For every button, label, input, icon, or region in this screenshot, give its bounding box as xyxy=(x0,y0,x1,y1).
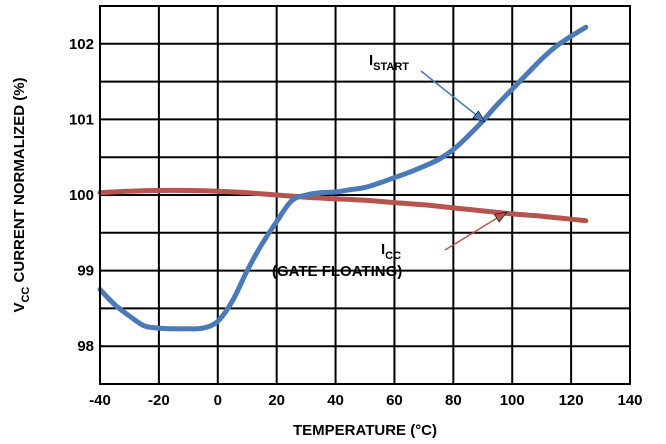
y-axis-title-sub: CC xyxy=(20,287,32,303)
series-line-icc xyxy=(97,187,589,224)
y-tick-label: 102 xyxy=(69,36,94,53)
x-tick-labels: -40 -20 0 20 40 60 80 100 120 140 xyxy=(89,392,642,409)
y-tick-label: 99 xyxy=(77,263,94,280)
series-layer xyxy=(97,24,589,332)
x-tick-label: 120 xyxy=(559,392,584,409)
icc-label: ICC xyxy=(381,241,401,262)
y-axis-title-rest: CURRENT NORMALIZED (%) xyxy=(11,77,28,286)
x-tick-label: 60 xyxy=(386,392,403,409)
y-axis-title: VCC CURRENT NORMALIZED (%) xyxy=(11,77,32,312)
y-tick-label: 98 xyxy=(77,338,94,355)
icc-label-main: I xyxy=(381,241,385,258)
x-tick-label: -40 xyxy=(89,392,111,409)
y-tick-label: 100 xyxy=(69,187,94,204)
y-tick-label: 101 xyxy=(69,111,94,128)
istart-label: ISTART xyxy=(369,52,409,73)
x-tick-label: 80 xyxy=(445,392,462,409)
istart-label-main: I xyxy=(369,52,373,69)
plot-border xyxy=(99,5,631,385)
y-axis-title-main: V xyxy=(11,303,28,313)
istart-arrow xyxy=(420,70,486,123)
istart-label-sub: START xyxy=(373,61,409,73)
x-axis-title: TEMPERATURE (°C) xyxy=(293,422,437,439)
icc-label-note: (GATE FLOATING) xyxy=(272,263,402,280)
x-tick-label: 0 xyxy=(214,392,222,409)
x-tick-label: -20 xyxy=(148,392,170,409)
x-tick-label: 140 xyxy=(617,392,642,409)
istart-arrow-head xyxy=(472,110,486,123)
annotations xyxy=(420,70,508,251)
y-tick-labels: 98 99 100 101 102 xyxy=(69,36,94,355)
x-tick-label: 100 xyxy=(500,392,525,409)
x-tick-label: 20 xyxy=(268,392,285,409)
icc-arrow-head xyxy=(493,211,508,223)
x-tick-label: 40 xyxy=(327,392,344,409)
icc-label-sub: CC xyxy=(385,250,401,262)
series-line-istart xyxy=(97,24,589,332)
